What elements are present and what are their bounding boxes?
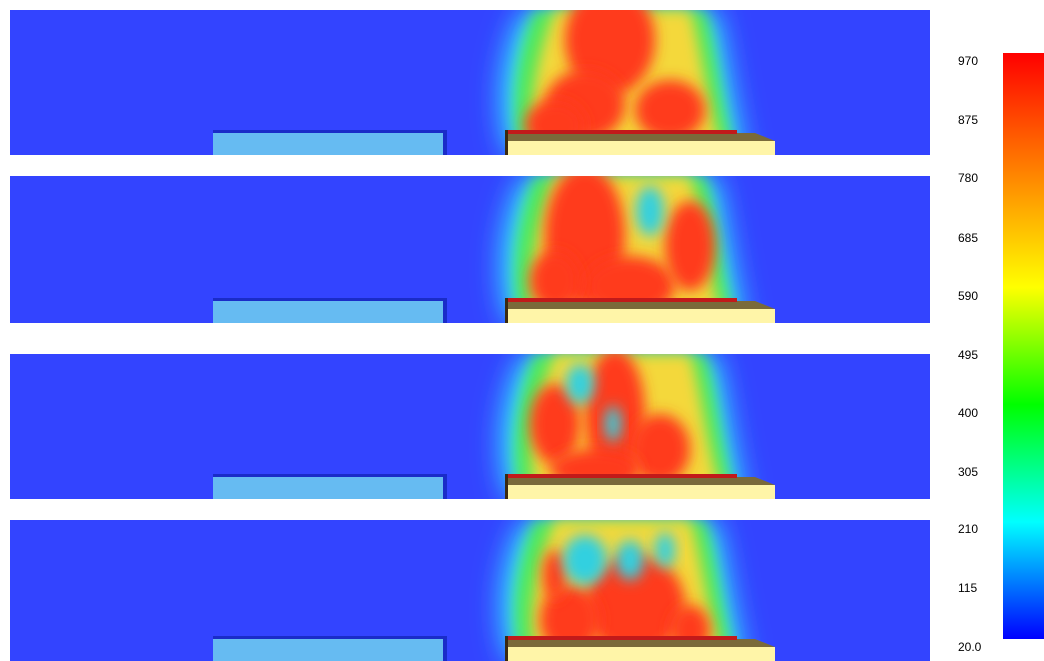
plume-cool-pocket	[655, 532, 675, 568]
frame-4	[10, 520, 930, 661]
left-slab	[213, 636, 445, 661]
plume-hot-region	[530, 384, 580, 464]
plume-hot-region	[585, 555, 685, 655]
left-slab	[213, 130, 445, 155]
left-slab-edge	[213, 636, 445, 639]
burning-slab-flame-edge	[505, 130, 737, 134]
colorbar-tick: 495	[958, 348, 979, 362]
burning-slab	[505, 485, 775, 499]
colorbar-tick: 970	[958, 54, 979, 68]
frame-2	[10, 176, 930, 323]
burning-slab-side	[505, 636, 508, 661]
frame-3-svg	[10, 354, 930, 499]
plume-hot-region	[630, 414, 690, 484]
burning-slab-side	[505, 298, 508, 323]
colorbar-tick: 115	[958, 581, 978, 595]
plume-hot-region	[635, 80, 705, 140]
frame-1-svg	[10, 10, 930, 155]
colorbar-tick: 590	[958, 289, 979, 303]
colorbar-tick: 400	[958, 406, 979, 420]
burning-slab-flame-edge	[505, 298, 737, 302]
background-field	[10, 520, 930, 661]
plume	[501, 354, 745, 499]
left-slab-side	[443, 636, 447, 661]
plume	[501, 520, 745, 661]
frame-2-svg	[10, 176, 930, 323]
colorbar-tick: 305	[958, 465, 979, 479]
left-slab-edge	[213, 474, 445, 477]
frame-1	[10, 10, 930, 155]
plume-cool-pocket	[563, 535, 607, 585]
left-slab	[213, 474, 445, 499]
burning-slab-top	[505, 639, 775, 647]
burning-slab-flame-edge	[505, 636, 737, 640]
background-field	[10, 10, 930, 155]
burning-slab	[505, 647, 775, 661]
left-slab-side	[443, 474, 447, 499]
background-field	[10, 176, 930, 323]
plume-hot-region	[665, 201, 715, 291]
colorbar	[1003, 53, 1044, 639]
left-slab-side	[443, 298, 447, 323]
background-field	[10, 354, 930, 499]
left-slab-side	[443, 130, 447, 155]
plume-cool-pocket	[566, 364, 594, 404]
left-slab-edge	[213, 130, 445, 133]
burning-slab-side	[505, 130, 508, 155]
colorbar-tick: 20.0	[958, 640, 982, 654]
left-slab	[213, 298, 445, 323]
plume-hot-region	[543, 550, 567, 600]
colorbar-tick: 875	[958, 113, 979, 127]
burning-slab-side	[505, 474, 508, 499]
plume-cool-pocket	[616, 540, 644, 580]
colorbar-tick: 210	[958, 522, 979, 536]
burning-slab-flame-edge	[505, 474, 737, 478]
plume	[501, 176, 745, 323]
colorbar-tick: 780	[958, 171, 979, 185]
frame-4-svg	[10, 520, 930, 661]
plume-hot-region	[530, 251, 580, 311]
burning-slab-top	[505, 301, 775, 309]
burning-slab-top	[505, 133, 775, 141]
burning-slab	[505, 141, 775, 155]
colorbar-tick: 685	[958, 231, 979, 245]
frame-3	[10, 354, 930, 499]
left-slab-edge	[213, 298, 445, 301]
burning-slab	[505, 309, 775, 323]
plume-cool-pocket	[636, 186, 664, 236]
burning-slab-top	[505, 477, 775, 485]
plume-cool-pocket	[605, 406, 621, 442]
